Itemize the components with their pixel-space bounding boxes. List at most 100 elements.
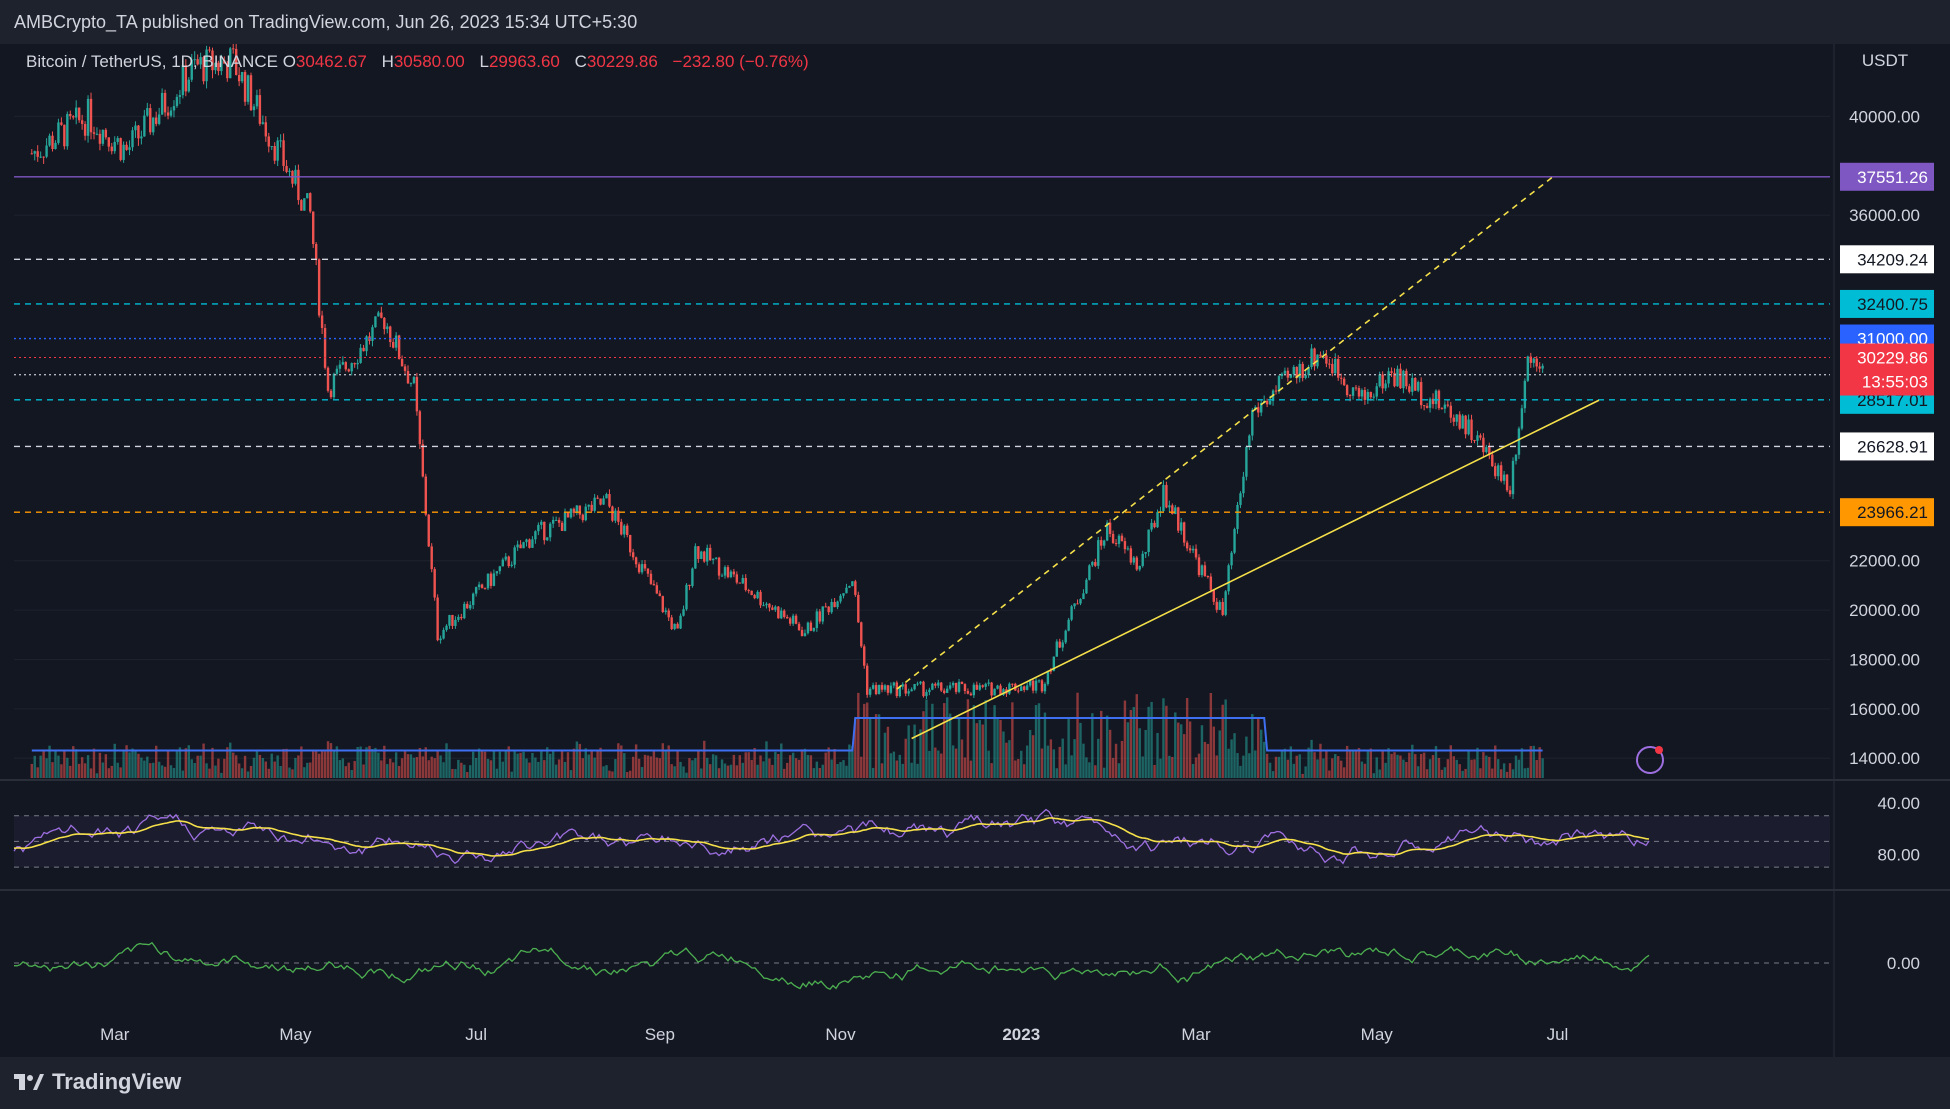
volume-bar <box>546 747 549 778</box>
volume-bar <box>1289 746 1293 778</box>
candle <box>1467 419 1470 435</box>
candle <box>359 347 362 363</box>
volume-bar <box>892 751 896 778</box>
x-tick-label: May <box>1361 1025 1394 1044</box>
level-tag <box>1840 432 1934 461</box>
candle <box>234 48 238 75</box>
volume-bar <box>895 760 899 778</box>
volume-bar <box>513 749 516 778</box>
volume-bar <box>1443 767 1447 778</box>
candle <box>1431 398 1435 405</box>
symbol-label: Bitcoin / TetherUS, 1D, BINANCE <box>26 52 278 71</box>
volume-bar <box>1390 753 1393 778</box>
candle <box>646 568 650 574</box>
volume-bar <box>1135 694 1138 778</box>
candle <box>551 519 555 524</box>
level-label: 32400.75 <box>1857 295 1928 314</box>
candle <box>332 373 336 398</box>
candle <box>187 79 190 92</box>
candle <box>1073 603 1076 607</box>
candle <box>211 50 214 71</box>
candle <box>457 616 460 620</box>
candle <box>466 603 469 609</box>
rsi-ma-line <box>13 817 1650 857</box>
candle <box>60 122 63 125</box>
volume-bar <box>421 756 425 778</box>
candle <box>1408 386 1411 392</box>
current-price-label: 30229.86 <box>1857 349 1928 368</box>
volume-bar <box>403 751 407 778</box>
candle <box>1369 391 1373 398</box>
tradingview-logo[interactable]: TradingView <box>14 1069 181 1095</box>
candle <box>427 514 430 547</box>
volume-bar <box>1052 749 1056 778</box>
volume-bar <box>1488 756 1491 778</box>
volume-bar <box>199 755 202 778</box>
candle <box>569 508 573 518</box>
volume-bar <box>999 719 1002 778</box>
volume-bar <box>1138 728 1141 778</box>
volume-bar <box>800 749 804 778</box>
candle <box>549 523 552 538</box>
candle <box>51 135 54 149</box>
volume-bar <box>1396 754 1399 778</box>
volume-bar <box>246 771 250 778</box>
candle <box>1532 358 1535 363</box>
volume-bar <box>92 748 96 778</box>
volume-bar <box>821 764 824 778</box>
volume-bar <box>1337 756 1340 778</box>
candle <box>537 524 540 532</box>
candle <box>365 336 368 352</box>
candle <box>700 551 703 559</box>
volume-bar <box>670 764 673 778</box>
candle <box>1188 548 1192 551</box>
candle <box>1156 512 1159 528</box>
candle <box>768 603 771 608</box>
candle <box>525 539 528 543</box>
y-tick-label: 40000.00 <box>1849 107 1920 126</box>
candle <box>563 512 567 531</box>
candle <box>513 547 516 565</box>
volume-bar <box>945 697 949 778</box>
candle <box>1514 454 1518 461</box>
candle <box>954 682 958 692</box>
candle <box>163 92 167 113</box>
level-tag <box>1840 498 1934 527</box>
candle <box>460 616 463 619</box>
volume-bar <box>1541 758 1544 778</box>
candle <box>1168 505 1171 508</box>
volume-bar <box>777 754 780 778</box>
candle <box>205 49 208 82</box>
candle <box>670 617 673 630</box>
volume-bar <box>1218 730 1221 778</box>
volume-bar <box>1307 747 1310 778</box>
candle <box>63 124 66 147</box>
volume-bar <box>1328 770 1331 778</box>
candle <box>282 140 285 166</box>
volume-bar <box>1150 701 1153 778</box>
candle <box>134 125 137 131</box>
volume-bar <box>566 752 570 778</box>
volume-bar <box>466 772 469 778</box>
volume-bar <box>1476 747 1479 778</box>
volume-bar <box>1002 731 1005 778</box>
candle <box>75 107 78 118</box>
x-tick-label: May <box>279 1025 312 1044</box>
high-key: H <box>381 52 394 71</box>
price-chart[interactable]: 37551.2634209.2432400.7531000.0029534.18… <box>0 44 1950 1057</box>
candle <box>854 581 857 595</box>
candle <box>1508 490 1512 495</box>
volume-bar <box>1274 756 1278 778</box>
candle <box>36 151 39 157</box>
candle <box>226 63 229 79</box>
candle <box>146 108 149 116</box>
volume-bar <box>1230 739 1233 778</box>
low-value: 29963.60 <box>488 52 560 71</box>
osc-line <box>13 941 1650 991</box>
volume-bar <box>412 757 416 778</box>
candle <box>1097 540 1100 566</box>
volume-bar <box>175 751 179 778</box>
candle <box>895 682 899 697</box>
level-label: 34209.24 <box>1857 250 1928 269</box>
volume-bar <box>649 756 653 778</box>
